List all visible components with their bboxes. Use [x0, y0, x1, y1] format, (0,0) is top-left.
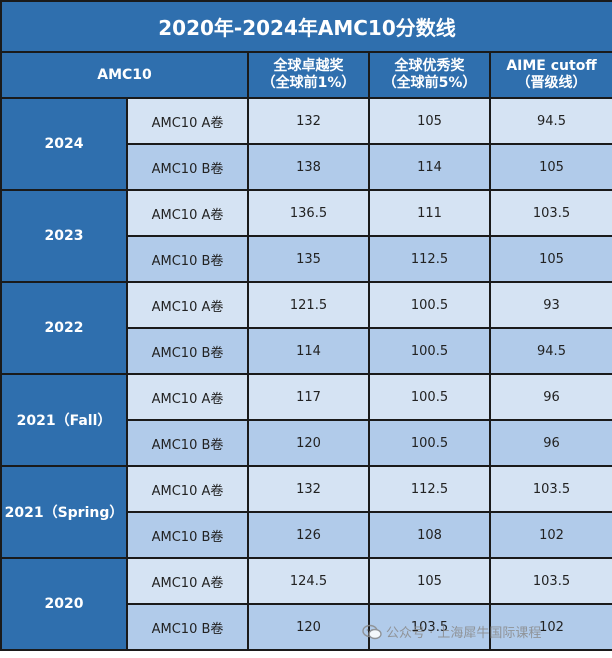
header-aime-line1: AIME cutoff	[506, 58, 597, 74]
year-cell: 2021（Fall）	[0, 373, 128, 467]
paper-cell: AMC10 B卷	[126, 143, 249, 191]
header-aime: AIME cutoff （晋级线）	[489, 51, 612, 99]
aime-cutoff-score: 103.5	[489, 189, 612, 237]
aime-cutoff-score: 102	[489, 511, 612, 559]
honor-score: 100.5	[368, 327, 491, 375]
table-row: 2022 AMC10 A卷 121.5 100.5 93	[0, 281, 612, 375]
paper-cell: AMC10 A卷	[126, 465, 249, 513]
table-row: 2020 AMC10 A卷 124.5 105 103.5	[0, 557, 612, 651]
distinction-score: 126	[247, 511, 370, 559]
year-cell: 2023	[0, 189, 128, 283]
paper-cell: AMC10 A卷	[126, 557, 249, 605]
distinction-score: 114	[247, 327, 370, 375]
table-row: AMC10 B卷 114 100.5 94.5	[1, 327, 612, 375]
paper-cell: AMC10 A卷	[126, 189, 249, 237]
aime-cutoff-score: 96	[489, 373, 612, 421]
honor-score: 100.5	[368, 419, 491, 467]
year-cell: 2024	[0, 97, 128, 191]
table-row: 2021（Spring） AMC10 A卷 132 112.5 103.5	[0, 465, 612, 559]
table-row: AMC10 B卷 120 100.5 96	[1, 419, 612, 467]
aime-cutoff-score: 105	[489, 235, 612, 283]
aime-cutoff-score: 103.5	[489, 465, 612, 513]
honor-score: 105	[368, 97, 491, 145]
aime-cutoff-score: 96	[489, 419, 612, 467]
honor-score: 100.5	[368, 281, 491, 329]
aime-cutoff-score: 105	[489, 143, 612, 191]
header-honor-line1: 全球优秀奖	[394, 58, 465, 74]
distinction-score: 124.5	[247, 557, 370, 605]
paper-cell: AMC10 B卷	[126, 603, 249, 651]
honor-score: 114	[368, 143, 491, 191]
table-row: 2021（Fall） AMC10 A卷 117 100.5 96	[0, 373, 612, 467]
distinction-score: 120	[247, 603, 370, 651]
table-row: AMC10 B卷 120 103.5 102	[1, 603, 612, 651]
aime-cutoff-score: 102	[489, 603, 612, 651]
distinction-score: 117	[247, 373, 370, 421]
distinction-score: 132	[247, 465, 370, 513]
header-honor-line2: （全球前5%）	[382, 75, 477, 91]
year-cell: 2021（Spring）	[0, 465, 128, 559]
distinction-score: 120	[247, 419, 370, 467]
header-distinction-line2: （全球前1%）	[261, 75, 356, 91]
aime-cutoff-score: 103.5	[489, 557, 612, 605]
honor-score: 103.5	[368, 603, 491, 651]
year-cell: 2020	[0, 557, 128, 651]
honor-score: 111	[368, 189, 491, 237]
table-title: 2020年-2024年AMC10分数线	[0, 0, 612, 53]
table-row: AMC10 B卷 135 112.5 105	[1, 235, 612, 283]
aime-cutoff-score: 94.5	[489, 97, 612, 145]
distinction-score: 136.5	[247, 189, 370, 237]
table-row: 2023 AMC10 A卷 136.5 111 103.5	[0, 189, 612, 283]
paper-cell: AMC10 B卷	[126, 235, 249, 283]
table-row: AMC10 B卷 126 108 102	[1, 511, 612, 559]
paper-cell: AMC10 A卷	[126, 97, 249, 145]
distinction-score: 135	[247, 235, 370, 283]
header-distinction-line1: 全球卓越奖	[273, 58, 344, 74]
paper-cell: AMC10 B卷	[126, 511, 249, 559]
honor-score: 100.5	[368, 373, 491, 421]
distinction-score: 121.5	[247, 281, 370, 329]
header-amc10: AMC10	[0, 51, 249, 99]
table-row: 2024 AMC10 A卷 132 105 94.5	[0, 97, 612, 191]
honor-score: 112.5	[368, 235, 491, 283]
honor-score: 112.5	[368, 465, 491, 513]
aime-cutoff-score: 94.5	[489, 327, 612, 375]
honor-score: 108	[368, 511, 491, 559]
distinction-score: 138	[247, 143, 370, 191]
header-aime-line2: （晋级线）	[516, 75, 587, 91]
year-cell: 2022	[0, 281, 128, 375]
distinction-score: 132	[247, 97, 370, 145]
aime-cutoff-score: 93	[489, 281, 612, 329]
paper-cell: AMC10 B卷	[126, 419, 249, 467]
paper-cell: AMC10 A卷	[126, 281, 249, 329]
honor-score: 105	[368, 557, 491, 605]
header-distinction: 全球卓越奖 （全球前1%）	[247, 51, 370, 99]
paper-cell: AMC10 A卷	[126, 373, 249, 421]
paper-cell: AMC10 B卷	[126, 327, 249, 375]
table-row: AMC10 B卷 138 114 105	[1, 143, 612, 191]
header-honor: 全球优秀奖 （全球前5%）	[368, 51, 491, 99]
